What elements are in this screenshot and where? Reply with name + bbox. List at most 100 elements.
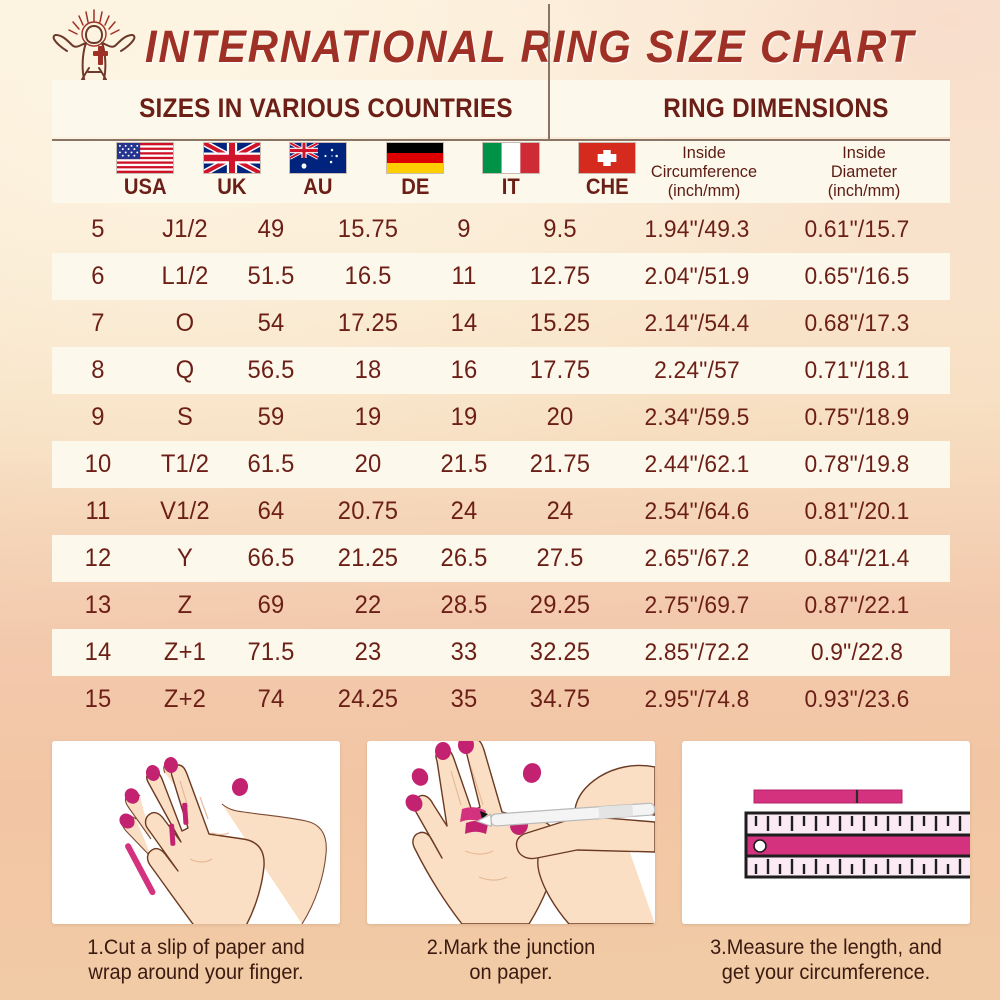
table-cell-au: 54 bbox=[257, 309, 285, 337]
table-cell-uk: Z bbox=[177, 591, 193, 619]
table-cell-uk: V1/2 bbox=[160, 497, 210, 525]
table-cell-inside: 0.87"/22.1 bbox=[804, 591, 910, 619]
ch-flag-icon bbox=[578, 142, 636, 174]
table-cell-inside: 2.14"/54.4 bbox=[644, 309, 750, 337]
table-cell-inside: 0.9"/22.8 bbox=[810, 638, 904, 666]
table-cell-de: 18 bbox=[354, 356, 382, 384]
circumference-line1: Inside bbox=[682, 142, 726, 162]
size-table-body: 5 J1/2 49 15.75 9 9.5 1.94"/49.3 0.61"/15.7 6 L1/… bbox=[52, 206, 950, 723]
table-cell-che: 24 bbox=[546, 497, 574, 525]
table-cell-uk: O bbox=[175, 309, 195, 337]
column-header-it: IT bbox=[468, 142, 554, 200]
table-cell-inside: 0.61"/15.7 bbox=[804, 215, 910, 243]
table-cell-de: 20 bbox=[354, 450, 382, 478]
column-header-band: USA UK bbox=[52, 139, 950, 203]
au-flag-icon bbox=[289, 142, 347, 174]
table-cell-it: 14 bbox=[450, 309, 478, 337]
section-header-band: SIZES IN VARIOUS COUNTRIES RING DIMENSIO… bbox=[52, 80, 950, 137]
table-cell-de: 19 bbox=[354, 403, 382, 431]
illustration-panel-1 bbox=[52, 741, 340, 924]
table-cell-usa: 12 bbox=[84, 544, 112, 572]
instruction-1-line2: wrap around your finger. bbox=[88, 961, 304, 984]
table-cell-usa: 10 bbox=[84, 450, 112, 478]
table-cell-au: 59 bbox=[257, 403, 285, 431]
table-cell-it: 16 bbox=[450, 356, 478, 384]
table-cell-inside: 0.81"/20.1 bbox=[804, 497, 910, 525]
table-cell-inside: 0.71"/18.1 bbox=[804, 356, 910, 384]
table-row: 6 L1/2 51.5 16.5 11 12.75 2.04"/51.9 0.65"/16.5 bbox=[52, 253, 950, 300]
column-header-de: DE bbox=[372, 142, 458, 200]
table-cell-au: 61.5 bbox=[247, 450, 295, 478]
illustration-panel-3 bbox=[682, 741, 970, 924]
table-cell-inside: 2.54"/64.6 bbox=[644, 497, 750, 525]
table-cell-inside: 2.85"/72.2 bbox=[644, 638, 750, 666]
instruction-caption-3: 3.Measure the length, and get your circu… bbox=[684, 935, 969, 985]
table-cell-de: 23 bbox=[354, 638, 382, 666]
table-cell-de: 20.75 bbox=[337, 497, 399, 525]
table-cell-de: 24.25 bbox=[337, 685, 399, 713]
illustration-panel-2 bbox=[367, 741, 655, 924]
table-cell-uk: S bbox=[176, 403, 194, 431]
table-cell-uk: Z+1 bbox=[163, 638, 207, 666]
table-cell-de: 16.5 bbox=[344, 262, 392, 290]
circumference-line2: Circumference bbox=[650, 161, 758, 181]
table-cell-de: 17.25 bbox=[337, 309, 399, 337]
table-cell-uk: L1/2 bbox=[161, 262, 209, 290]
column-header-uk-label: UK bbox=[217, 174, 247, 199]
table-cell-it: 19 bbox=[450, 403, 478, 431]
table-cell-inside: 0.65"/16.5 bbox=[804, 262, 910, 290]
table-cell-inside: 1.94"/49.3 bbox=[644, 215, 750, 243]
table-row: 13 Z 69 22 28.5 29.25 2.75"/69.7 0.87"/22.1 bbox=[52, 582, 950, 629]
instruction-3-line2: get your circumference. bbox=[721, 961, 931, 984]
table-cell-au: 51.5 bbox=[247, 262, 295, 290]
table-row: 5 J1/2 49 15.75 9 9.5 1.94"/49.3 0.61"/15.7 bbox=[52, 206, 950, 253]
column-header-che: CHE bbox=[564, 142, 650, 200]
table-cell-che: 17.75 bbox=[529, 356, 591, 384]
table-cell-it: 26.5 bbox=[440, 544, 488, 572]
table-row: 11 V1/2 64 20.75 24 24 2.54"/64.6 0.81"/20.1 bbox=[52, 488, 950, 535]
table-cell-che: 27.5 bbox=[536, 544, 584, 572]
table-cell-inside: 2.44"/62.1 bbox=[644, 450, 750, 478]
table-row: 15 Z+2 74 24.25 35 34.75 2.95"/74.8 0.93"/23.6 bbox=[52, 676, 950, 723]
table-cell-inside: 0.93"/23.6 bbox=[804, 685, 910, 713]
uk-flag-icon bbox=[203, 142, 261, 174]
table-cell-inside: 2.95"/74.8 bbox=[644, 685, 750, 713]
table-cell-au: 71.5 bbox=[247, 638, 295, 666]
table-cell-inside: 0.75"/18.9 bbox=[804, 403, 910, 431]
table-cell-it: 24 bbox=[450, 497, 478, 525]
table-row: 10 T1/2 61.5 20 21.5 21.75 2.44"/62.1 0.78"/19.… bbox=[52, 441, 950, 488]
page-title: INTERNATIONAL RING SIZE CHART bbox=[144, 21, 916, 72]
table-cell-uk: T1/2 bbox=[160, 450, 210, 478]
table-cell-it: 11 bbox=[451, 262, 477, 290]
table-cell-usa: 7 bbox=[91, 309, 105, 337]
it-flag-icon bbox=[482, 142, 540, 174]
circumference-line3: (inch/mm) bbox=[667, 180, 741, 200]
column-header-de-label: DE bbox=[400, 174, 430, 199]
diameter-line3: (inch/mm) bbox=[827, 180, 901, 200]
table-cell-che: 32.25 bbox=[529, 638, 591, 666]
table-row: 8 Q 56.5 18 16 17.75 2.24"/57 0.71"/18.1 bbox=[52, 347, 950, 394]
table-row: 14 Z+1 71.5 23 33 32.25 2.85"/72.2 0.9"/22.8 bbox=[52, 629, 950, 676]
table-cell-uk: Y bbox=[176, 544, 194, 572]
table-cell-che: 12.75 bbox=[529, 262, 591, 290]
table-cell-uk: Z+2 bbox=[163, 685, 207, 713]
table-cell-inside: 2.04"/51.9 bbox=[644, 262, 750, 290]
instruction-1-line1: 1.Cut a slip of paper and bbox=[87, 936, 305, 959]
table-cell-che: 20 bbox=[546, 403, 574, 431]
column-header-au-label: AU bbox=[303, 174, 333, 199]
diameter-line2: Diameter bbox=[830, 161, 898, 181]
column-header-circumference: Inside Circumference (inch/mm) bbox=[618, 140, 791, 202]
table-cell-che: 9.5 bbox=[543, 215, 577, 243]
table-cell-au: 69 bbox=[257, 591, 285, 619]
table-cell-it: 28.5 bbox=[440, 591, 488, 619]
column-header-diameter: Inside Diameter (inch/mm) bbox=[778, 140, 951, 202]
table-cell-inside: 2.34"/59.5 bbox=[644, 403, 750, 431]
table-cell-uk: Q bbox=[175, 356, 195, 384]
table-cell-it: 33 bbox=[450, 638, 478, 666]
column-header-usa: USA bbox=[102, 142, 188, 200]
column-header-che-label: CHE bbox=[585, 174, 629, 199]
header-vertical-divider bbox=[548, 4, 550, 139]
column-header-au: AU bbox=[275, 142, 361, 200]
christ-figure-logo-icon bbox=[48, 6, 140, 92]
table-cell-usa: 13 bbox=[84, 591, 112, 619]
